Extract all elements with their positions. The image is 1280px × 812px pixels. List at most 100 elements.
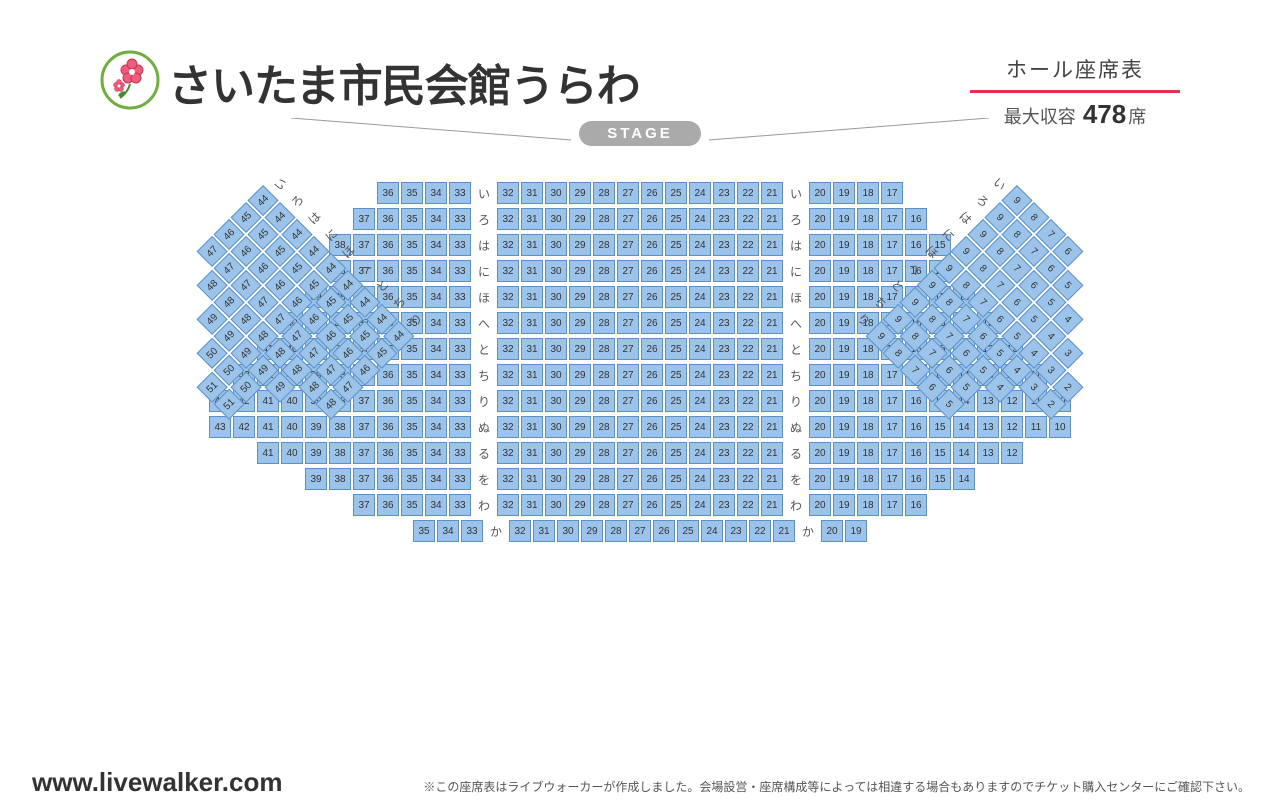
seat[interactable]: 33	[461, 520, 483, 542]
seat[interactable]: 27	[617, 234, 639, 256]
seat[interactable]: 22	[737, 338, 759, 360]
seat[interactable]: 28	[593, 234, 615, 256]
seat[interactable]: 26	[641, 286, 663, 308]
seat[interactable]: 27	[617, 286, 639, 308]
seat[interactable]: 31	[521, 390, 543, 412]
seat[interactable]: 33	[449, 286, 471, 308]
seat[interactable]: 27	[617, 338, 639, 360]
seat[interactable]: 22	[737, 364, 759, 386]
seat[interactable]: 22	[737, 286, 759, 308]
seat[interactable]: 21	[761, 286, 783, 308]
seat[interactable]: 20	[809, 364, 831, 386]
seat[interactable]: 24	[689, 260, 711, 282]
seat[interactable]: 21	[761, 494, 783, 516]
seat[interactable]: 37	[353, 494, 375, 516]
seat[interactable]: 21	[761, 208, 783, 230]
seat[interactable]: 35	[401, 208, 423, 230]
seat[interactable]: 28	[593, 286, 615, 308]
seat[interactable]: 39	[305, 442, 327, 464]
seat[interactable]: 20	[809, 390, 831, 412]
seat[interactable]: 28	[593, 494, 615, 516]
seat[interactable]: 21	[761, 338, 783, 360]
seat[interactable]: 20	[809, 286, 831, 308]
seat[interactable]: 32	[497, 416, 519, 438]
seat[interactable]: 31	[521, 468, 543, 490]
seat[interactable]: 25	[665, 312, 687, 334]
seat[interactable]: 22	[737, 234, 759, 256]
seat[interactable]: 33	[449, 468, 471, 490]
seat[interactable]: 36	[377, 390, 399, 412]
seat[interactable]: 18	[857, 416, 879, 438]
seat[interactable]: 15	[929, 442, 951, 464]
seat[interactable]: 24	[701, 520, 723, 542]
seat[interactable]: 34	[425, 364, 447, 386]
seat[interactable]: 31	[533, 520, 555, 542]
seat[interactable]: 23	[713, 312, 735, 334]
seat[interactable]: 38	[329, 468, 351, 490]
seat[interactable]: 22	[737, 468, 759, 490]
seat[interactable]: 16	[905, 494, 927, 516]
seat[interactable]: 27	[617, 208, 639, 230]
seat[interactable]: 32	[497, 442, 519, 464]
seat[interactable]: 19	[833, 494, 855, 516]
seat[interactable]: 23	[713, 208, 735, 230]
seat[interactable]: 15	[929, 468, 951, 490]
seat[interactable]: 31	[521, 286, 543, 308]
seat[interactable]: 33	[449, 390, 471, 412]
seat[interactable]: 30	[545, 468, 567, 490]
seat[interactable]: 22	[737, 494, 759, 516]
seat[interactable]: 26	[641, 390, 663, 412]
seat[interactable]: 22	[737, 260, 759, 282]
seat[interactable]: 29	[569, 208, 591, 230]
seat[interactable]: 19	[833, 234, 855, 256]
seat[interactable]: 27	[617, 468, 639, 490]
seat[interactable]: 31	[521, 260, 543, 282]
seat[interactable]: 24	[689, 390, 711, 412]
seat[interactable]: 24	[689, 338, 711, 360]
seat[interactable]: 35	[401, 494, 423, 516]
seat[interactable]: 30	[545, 312, 567, 334]
seat[interactable]: 24	[689, 468, 711, 490]
seat[interactable]: 22	[749, 520, 771, 542]
seat[interactable]: 30	[545, 234, 567, 256]
seat[interactable]: 16	[905, 208, 927, 230]
seat[interactable]: 17	[881, 494, 903, 516]
seat[interactable]: 25	[665, 234, 687, 256]
seat[interactable]: 24	[689, 286, 711, 308]
seat[interactable]: 20	[809, 338, 831, 360]
seat[interactable]: 18	[857, 234, 879, 256]
seat[interactable]: 30	[545, 416, 567, 438]
seat[interactable]: 37	[353, 442, 375, 464]
seat[interactable]: 34	[425, 442, 447, 464]
seat[interactable]: 24	[689, 494, 711, 516]
seat[interactable]: 25	[665, 364, 687, 386]
seat[interactable]: 35	[401, 468, 423, 490]
seat[interactable]: 21	[761, 442, 783, 464]
seat[interactable]: 26	[641, 312, 663, 334]
seat[interactable]: 28	[593, 208, 615, 230]
seat[interactable]: 26	[641, 338, 663, 360]
seat[interactable]: 19	[833, 286, 855, 308]
seat[interactable]: 36	[377, 208, 399, 230]
seat[interactable]: 30	[545, 260, 567, 282]
seat[interactable]: 20	[809, 468, 831, 490]
seat[interactable]: 23	[725, 520, 747, 542]
seat[interactable]: 18	[857, 364, 879, 386]
seat[interactable]: 36	[377, 494, 399, 516]
seat[interactable]: 37	[353, 468, 375, 490]
seat[interactable]: 26	[641, 494, 663, 516]
seat[interactable]: 24	[689, 208, 711, 230]
seat[interactable]: 29	[569, 416, 591, 438]
seat[interactable]: 36	[377, 234, 399, 256]
seat[interactable]: 31	[521, 416, 543, 438]
seat[interactable]: 33	[449, 234, 471, 256]
seat[interactable]: 16	[905, 468, 927, 490]
seat[interactable]: 28	[593, 364, 615, 386]
seat[interactable]: 25	[665, 260, 687, 282]
seat[interactable]: 30	[545, 494, 567, 516]
seat[interactable]: 19	[833, 260, 855, 282]
seat[interactable]: 32	[497, 494, 519, 516]
seat[interactable]: 25	[665, 208, 687, 230]
seat[interactable]: 35	[401, 234, 423, 256]
seat[interactable]: 20	[809, 416, 831, 438]
